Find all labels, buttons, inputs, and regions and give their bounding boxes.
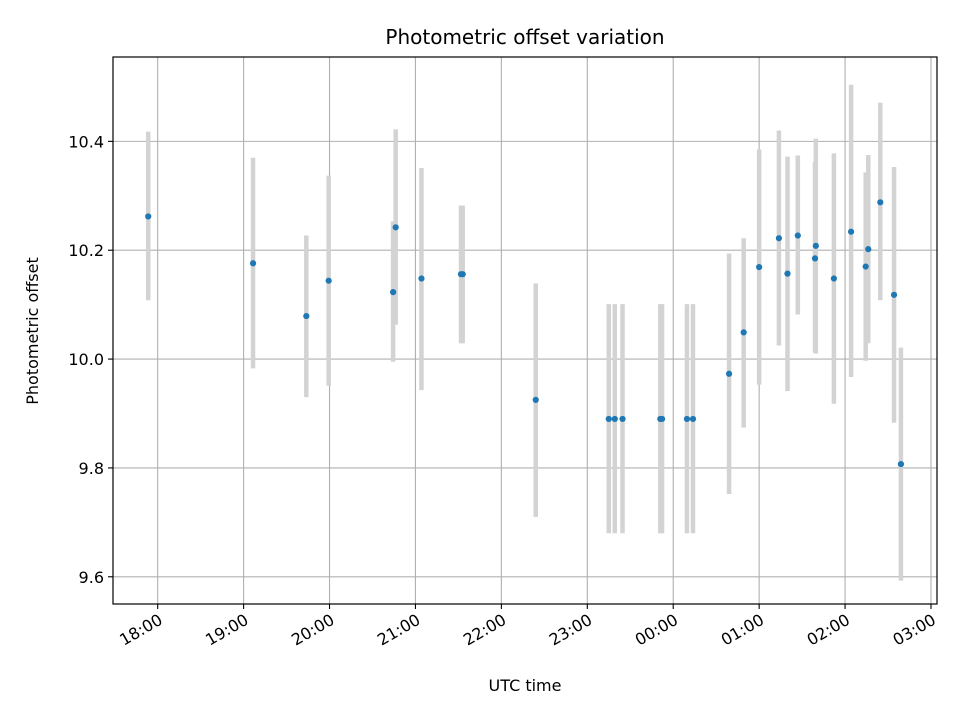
- data-point: [877, 199, 884, 206]
- data-point: [325, 277, 332, 284]
- data-point: [611, 415, 618, 423]
- y-tick-label: 10.4: [68, 132, 104, 151]
- y-tick-label: 9.8: [79, 459, 104, 478]
- x-tick-label: 18:00: [116, 610, 165, 650]
- data-point: [418, 275, 425, 282]
- data-point: [689, 415, 697, 423]
- data-point: [847, 228, 855, 235]
- x-tick-label: 23:00: [546, 610, 595, 650]
- x-tick-label: 00:00: [632, 610, 681, 650]
- x-axis-title: UTC time: [489, 676, 562, 695]
- data-point: [392, 224, 399, 231]
- data-point: [249, 260, 257, 267]
- data-point: [865, 246, 872, 253]
- data-point: [775, 235, 783, 242]
- data-point: [811, 255, 819, 262]
- chart-title: Photometric offset variation: [385, 25, 664, 49]
- data-point: [390, 289, 397, 296]
- x-tick-label: 19:00: [202, 610, 251, 650]
- data-point: [725, 370, 733, 377]
- data-point: [812, 242, 819, 249]
- y-tick-label: 9.6: [79, 568, 104, 587]
- data-points: [145, 199, 905, 468]
- data-point: [830, 275, 837, 282]
- x-axis: 18:00 19:00 20:00 21:00 22:00 23:00 00:00 01:00…: [116, 604, 939, 650]
- x-tick-label: 20:00: [288, 610, 337, 650]
- data-point: [890, 291, 898, 298]
- data-point: [658, 415, 666, 423]
- data-point: [303, 312, 310, 320]
- x-tick-label: 22:00: [460, 610, 509, 650]
- data-point: [784, 270, 791, 277]
- data-point: [862, 263, 869, 270]
- x-tick-label: 02:00: [804, 610, 853, 650]
- x-tick-label: 01:00: [718, 610, 767, 650]
- x-tick-label: 21:00: [374, 610, 423, 650]
- error-bars: [145, 84, 904, 581]
- data-point: [532, 396, 539, 403]
- data-point: [605, 415, 612, 423]
- data-point: [740, 329, 747, 336]
- data-point: [897, 461, 905, 468]
- data-point: [683, 415, 691, 423]
- data-point: [619, 415, 626, 423]
- y-axis: 9.6 9.8 10.0 10.2 10.4: [68, 132, 113, 587]
- plot-area-frame: [112, 56, 938, 605]
- y-tick-label: 10.0: [68, 350, 104, 369]
- data-point: [145, 213, 152, 220]
- data-point: [756, 263, 763, 271]
- y-axis-title: Photometric offset: [23, 257, 42, 405]
- data-point: [459, 271, 466, 278]
- x-tick-label: 03:00: [890, 610, 939, 650]
- data-point: [794, 232, 801, 239]
- y-tick-label: 10.2: [68, 241, 104, 260]
